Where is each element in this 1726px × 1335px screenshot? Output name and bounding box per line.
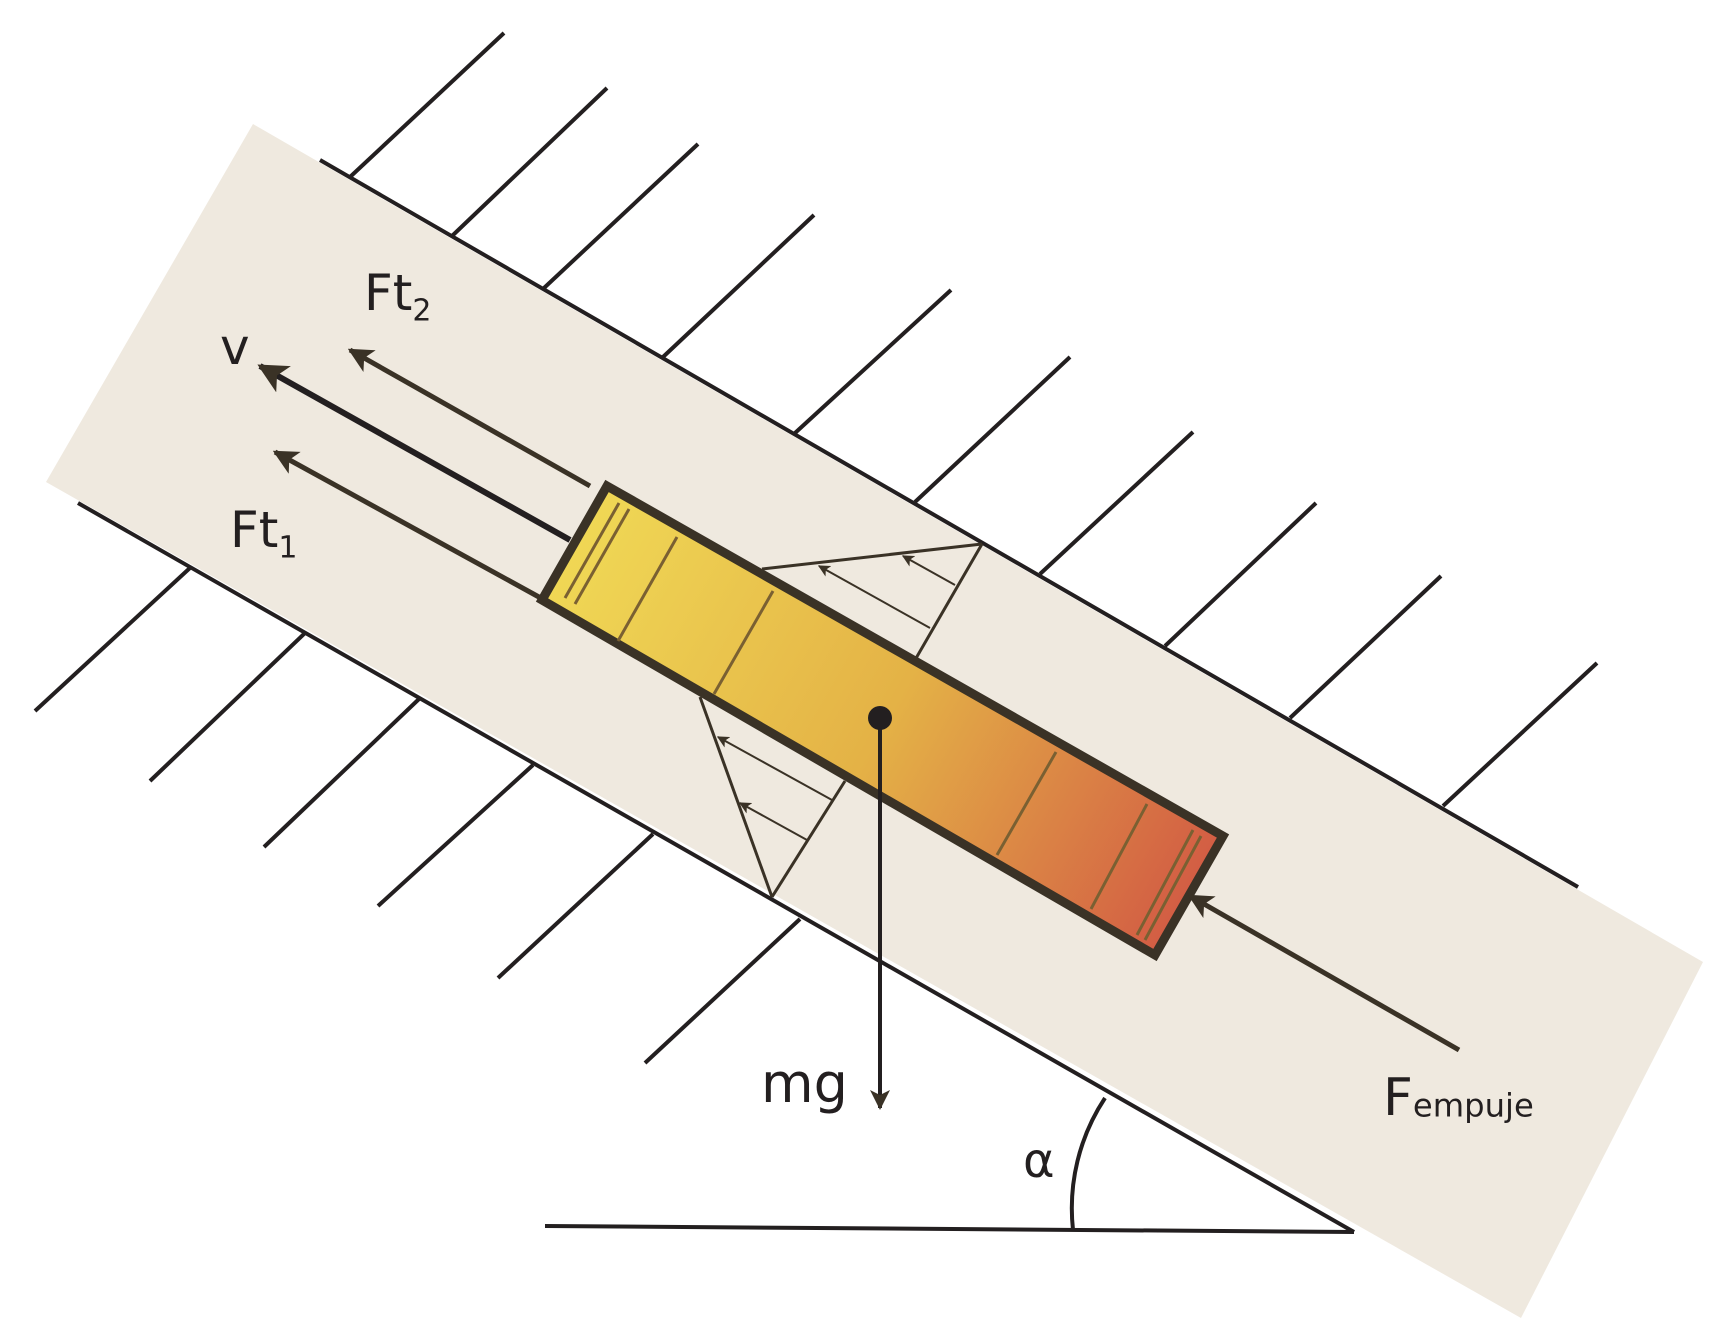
ft2-label-sub: 2 bbox=[412, 293, 432, 329]
fempuje-label-main: F bbox=[1383, 1068, 1413, 1128]
lower-profile-arrows bbox=[716, 736, 833, 841]
body-segment-lines bbox=[563, 502, 1203, 941]
upper-wall-line bbox=[318, 158, 1580, 889]
lower-velocity-profile bbox=[698, 696, 847, 898]
ft2-label: Ft2 bbox=[364, 268, 431, 326]
ft2-label-main: Ft bbox=[364, 264, 413, 322]
fempuje-label-sub: empuje bbox=[1412, 1086, 1534, 1125]
ft1-label: Ft1 bbox=[230, 505, 297, 563]
alpha-label: α bbox=[1023, 1133, 1055, 1189]
lower-wall-line bbox=[77, 501, 1355, 1234]
ft2-arrow bbox=[347, 347, 592, 489]
ft1-arrow bbox=[272, 449, 550, 605]
ground-line bbox=[544, 1224, 1355, 1234]
lower-wall-hatching bbox=[33, 565, 802, 1065]
upper-velocity-profile bbox=[761, 542, 984, 661]
ft1-label-sub: 1 bbox=[278, 530, 298, 566]
upper-wall-hatching bbox=[348, 31, 1599, 808]
angle-arc bbox=[1069, 1096, 1107, 1231]
v-arrow bbox=[257, 363, 572, 543]
fempuje-label: Fempuje bbox=[1383, 1072, 1534, 1124]
upper-profile-arrows bbox=[817, 555, 956, 629]
fempuje-arrow bbox=[1187, 893, 1461, 1053]
mg-label: mg bbox=[761, 1052, 848, 1115]
v-label: v bbox=[220, 318, 250, 376]
ft1-label-main: Ft bbox=[230, 501, 279, 559]
